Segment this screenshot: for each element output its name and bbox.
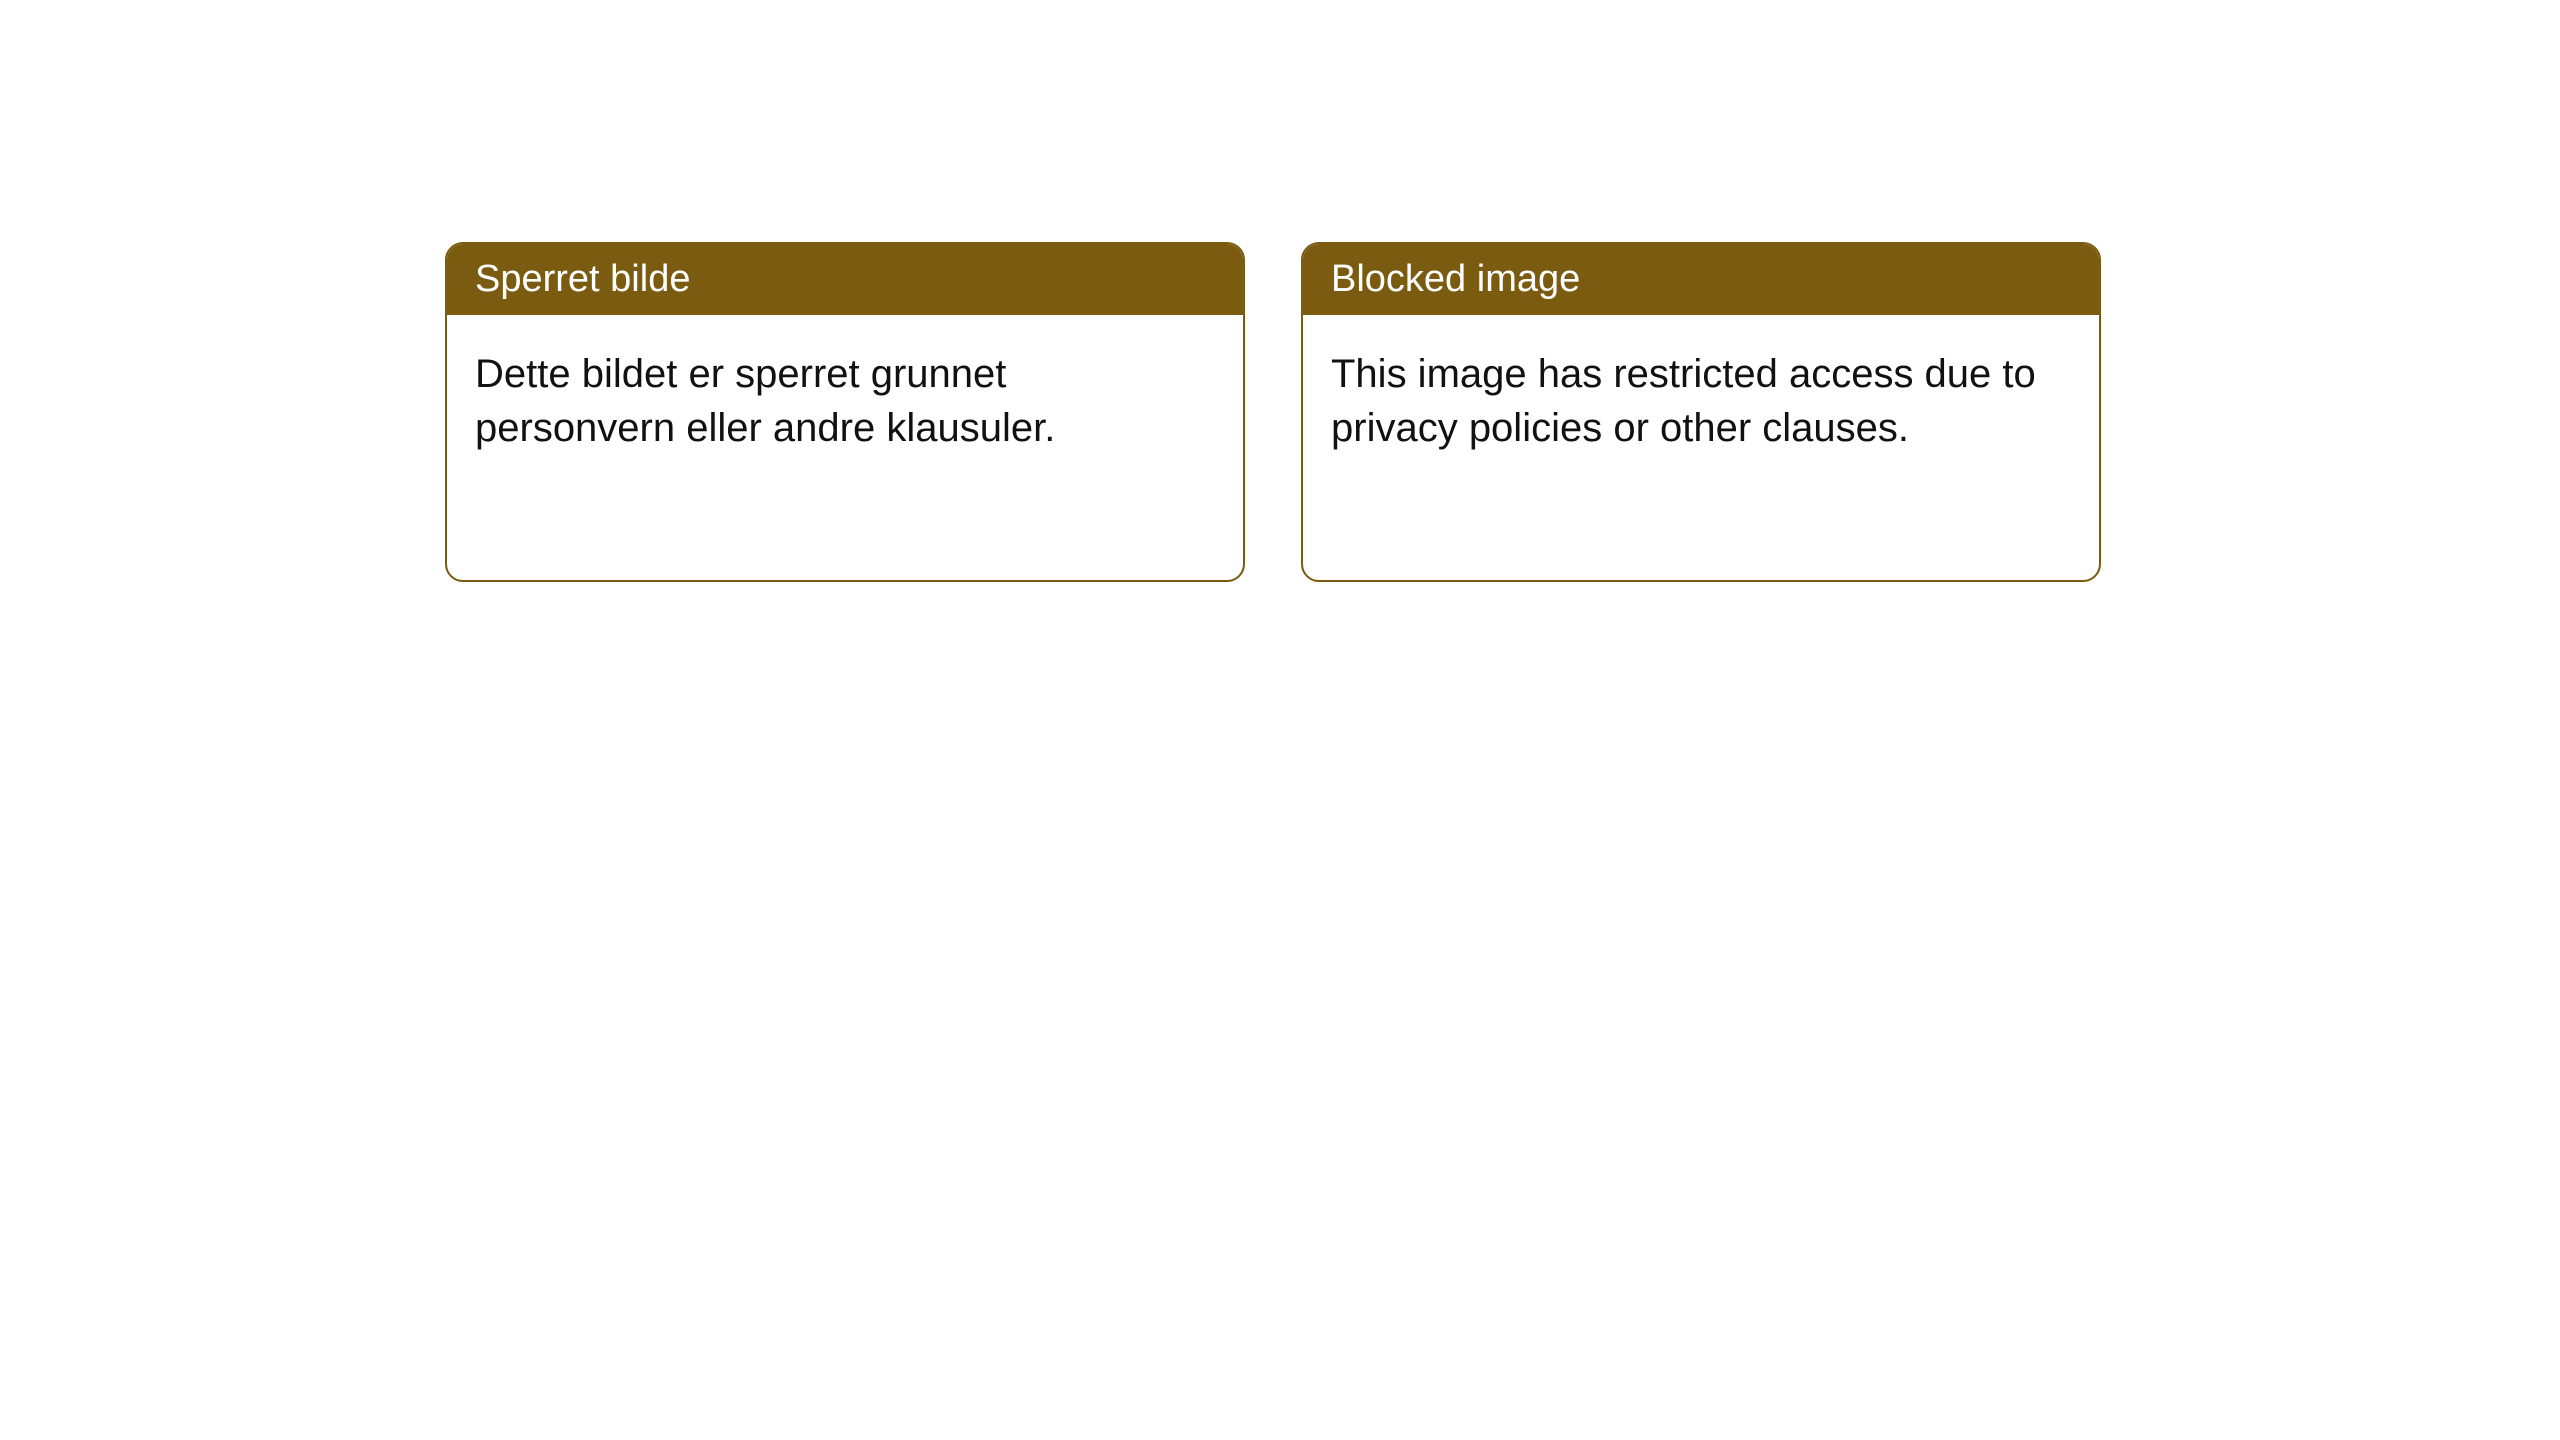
card-body-text-no: Dette bildet er sperret grunnet personve… bbox=[475, 352, 1055, 450]
card-header-no: Sperret bilde bbox=[447, 244, 1243, 315]
blocked-image-card-en: Blocked image This image has restricted … bbox=[1301, 242, 2101, 582]
card-body-text-en: This image has restricted access due to … bbox=[1331, 352, 2036, 450]
card-body-en: This image has restricted access due to … bbox=[1303, 315, 2099, 487]
card-title-en: Blocked image bbox=[1331, 258, 1580, 300]
blocked-image-card-no: Sperret bilde Dette bildet er sperret gr… bbox=[445, 242, 1245, 582]
card-body-no: Dette bildet er sperret grunnet personve… bbox=[447, 315, 1243, 487]
blocked-image-notice-container: Sperret bilde Dette bildet er sperret gr… bbox=[445, 242, 2101, 582]
card-title-no: Sperret bilde bbox=[475, 258, 690, 300]
card-header-en: Blocked image bbox=[1303, 244, 2099, 315]
